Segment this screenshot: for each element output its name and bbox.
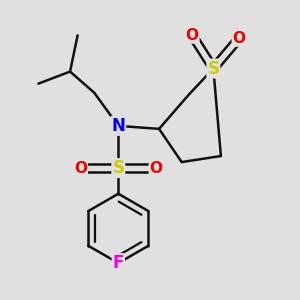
Text: S: S [112,159,124,177]
Text: O: O [149,160,163,175]
Text: O: O [232,31,245,46]
Text: S: S [207,60,219,78]
Text: O: O [186,28,199,43]
Text: O: O [74,160,87,175]
Text: F: F [112,254,124,272]
Text: N: N [111,117,125,135]
